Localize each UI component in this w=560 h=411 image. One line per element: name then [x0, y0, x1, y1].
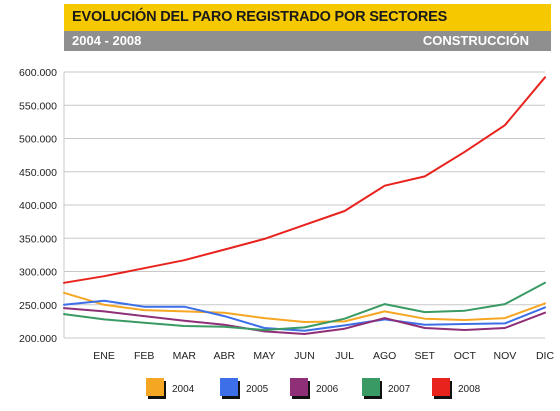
x-tick-label: ABR	[214, 350, 236, 362]
legend-label: 2004	[172, 384, 195, 395]
legend-label: 2007	[388, 384, 411, 395]
y-tick-label: 250.000	[19, 300, 57, 312]
x-tick-label: SET	[415, 350, 436, 362]
grid	[63, 71, 545, 339]
x-axis-ticks: ENE FEB MAR ABR MAY JUN JUL AGO SET OCT NOV DIC	[93, 350, 554, 362]
y-tick-label: 500.000	[19, 134, 57, 146]
x-tick-label: MAR	[173, 350, 197, 362]
x-tick-label: NOV	[494, 350, 517, 362]
legend-item-2005: 2005	[220, 378, 269, 399]
period-label: 2004 - 2008	[72, 33, 142, 48]
y-tick-label: 350.000	[19, 233, 57, 245]
x-tick-label: ENE	[93, 350, 115, 362]
chart-title: EVOLUCIÓN DEL PARO REGISTRADO POR SECTOR…	[72, 9, 448, 25]
legend-swatch	[290, 378, 308, 396]
x-tick-label: JUN	[294, 350, 314, 362]
y-tick-label: 600.000	[19, 67, 57, 79]
y-tick-label: 400.000	[19, 200, 57, 212]
legend-swatch	[432, 378, 450, 396]
y-tick-label: 550.000	[19, 100, 57, 112]
x-tick-label: DIC	[536, 350, 555, 362]
x-tick-label: FEB	[134, 350, 154, 362]
series-line-2007	[63, 281, 546, 331]
series-line-2008	[63, 76, 546, 284]
y-axis-ticks: 200.000 250.000 300.000 350.000 400.000 450.0…	[19, 67, 57, 345]
legend-label: 2005	[246, 384, 269, 395]
title-bar: EVOLUCIÓN DEL PARO REGISTRADO POR SECTOR…	[64, 4, 551, 31]
legend-item-2004: 2004	[146, 378, 195, 399]
legend-swatch	[220, 378, 238, 396]
sector-label: CONSTRUCCIÓN	[422, 33, 529, 48]
legend-label: 2006	[316, 384, 339, 395]
series-line-2005	[63, 299, 546, 332]
x-tick-label: AGO	[373, 350, 396, 362]
x-tick-label: JUL	[335, 350, 354, 362]
legend-item-2006: 2006	[290, 378, 339, 399]
series-lines	[63, 76, 546, 335]
legend-swatch	[146, 378, 164, 396]
x-tick-label: MAY	[253, 350, 275, 362]
x-tick-label: OCT	[454, 350, 477, 362]
y-tick-label: 300.000	[19, 267, 57, 279]
legend-swatch	[362, 378, 380, 396]
legend-item-2007: 2007	[362, 378, 411, 399]
legend-label: 2008	[458, 384, 481, 395]
legend: 2004 2005 2006 2007 2008	[146, 378, 481, 399]
series-line-2004	[63, 291, 546, 323]
subtitle-bar: 2004 - 2008 CONSTRUCCIÓN	[64, 31, 551, 51]
series-line-2006	[63, 307, 546, 335]
y-tick-label: 450.000	[19, 167, 57, 179]
y-tick-label: 200.000	[19, 333, 57, 345]
legend-item-2008: 2008	[432, 378, 481, 399]
